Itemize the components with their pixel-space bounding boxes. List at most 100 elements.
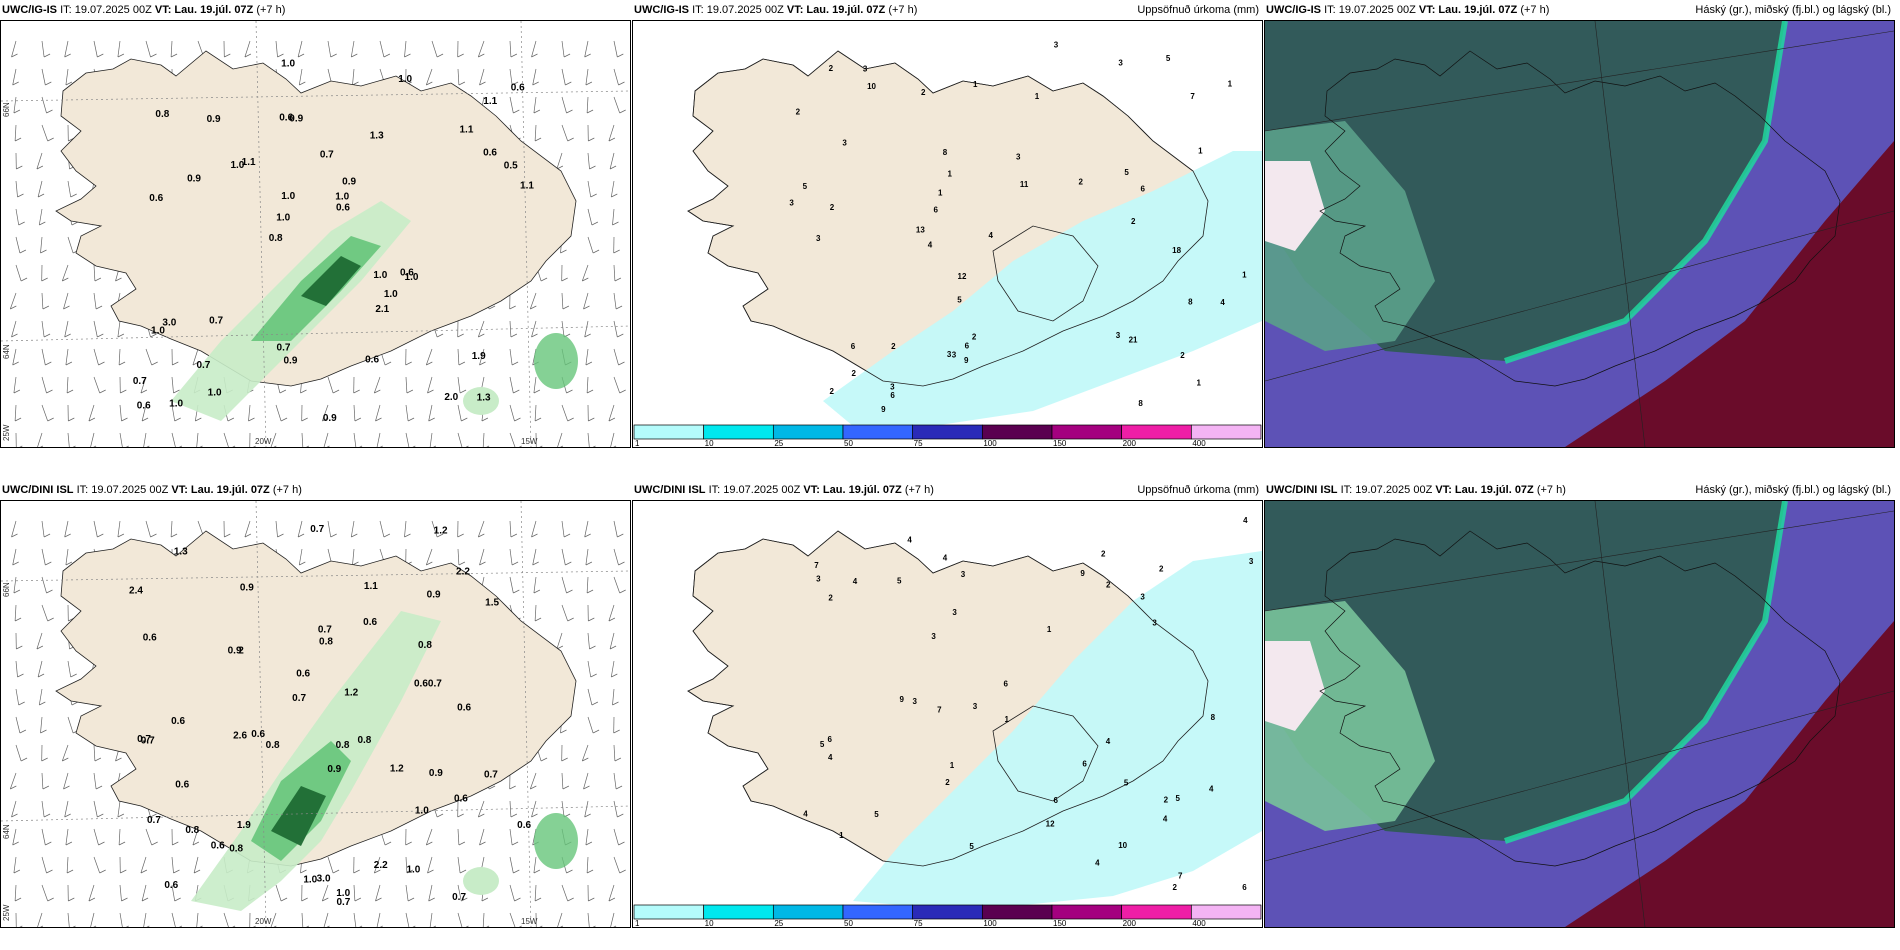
colorbar-swatch	[842, 424, 914, 440]
precip-value-label: 0.9	[284, 355, 298, 366]
wind-barb	[13, 856, 21, 874]
wind-barb	[93, 744, 102, 762]
wind-barb	[171, 912, 183, 927]
accum-value-label: 10	[867, 82, 876, 91]
colorbar-swatch	[1190, 424, 1262, 440]
wind-barb	[533, 376, 541, 394]
wind-barb	[457, 40, 464, 58]
wind-barb	[353, 912, 363, 927]
colorbar-tick: 100	[983, 439, 997, 447]
wind-barb	[9, 292, 17, 310]
wind-barb	[37, 660, 45, 678]
precip-value-label: 0.7	[196, 360, 210, 371]
accum-value-label: 2	[1164, 795, 1169, 804]
wind-barb	[405, 348, 412, 366]
map-cloud-cover[interactable]	[1264, 500, 1895, 928]
colorbar-tick: 100	[983, 919, 997, 927]
wind-barb	[275, 884, 288, 902]
wind-barb	[41, 376, 53, 394]
wind-barb	[37, 432, 44, 447]
wind-barb	[41, 800, 51, 818]
wind-barb	[41, 264, 48, 282]
precip-value-label: 0.7	[147, 815, 161, 826]
accum-value-label: 2	[828, 594, 833, 603]
wind-barb	[350, 40, 358, 58]
wind-barb	[612, 208, 619, 226]
wind-barb	[532, 68, 539, 86]
wind-barb	[63, 772, 70, 790]
wind-barb	[170, 40, 178, 58]
wind-barb	[587, 152, 596, 170]
wind-barb	[613, 800, 624, 818]
wind-barb	[405, 432, 416, 447]
precip-area-mid	[534, 333, 578, 389]
map-accum-precip[interactable]: 3 1 2 6 5 21 18 10 5 12 8 3 1 1 3 2 1 1 1 2 4 2 8 9 13 11 6 4 3 3 2 6 6 9…	[632, 20, 1263, 448]
wind-barb	[15, 716, 27, 734]
wind-barb	[12, 68, 19, 86]
colorbar-swatch	[1051, 424, 1123, 440]
precip-value-label: 0.6	[483, 147, 497, 158]
colorbar-swatch	[981, 904, 1053, 920]
panel-header: UWC/DINI ISL IT: 19.07.2025 00Z VT: Lau.…	[0, 480, 631, 500]
wind-barb	[270, 432, 277, 447]
wind-barb	[613, 744, 622, 762]
longitude-line	[255, 501, 267, 927]
valid-time: VT: Lau. 19.júl. 07Z	[154, 4, 254, 16]
wind-barb	[533, 856, 541, 874]
wind-barb	[171, 376, 180, 394]
wind-barb	[509, 404, 521, 422]
wind-barb	[301, 884, 308, 902]
map-precip-wind[interactable]: 66N 64N 25W 20W 15W 1.2 1.0 1.2 2 0.9 0.7 0.7 1.0 0.9…	[0, 500, 631, 928]
map-accum-precip[interactable]: 3 2 3 2 12 1 2 5 4 4 3 6 3 3 5 4 3 4 2 3 6 7 5 7 3 9 8 9 7 6 5 10 1 6 4 5 5 4…	[632, 500, 1263, 928]
lead-time: (+7 h)	[272, 484, 302, 496]
wind-barb	[41, 124, 54, 142]
wind-barb	[534, 884, 542, 902]
wind-barb	[457, 520, 464, 538]
precip-value-label: 1.2	[344, 687, 358, 698]
accum-value-label: 5	[957, 296, 962, 305]
wind-barb	[67, 884, 75, 902]
wind-barb	[65, 68, 73, 86]
colorbar-tick: 75	[914, 439, 923, 447]
wind-barb	[14, 404, 22, 422]
wind-barb	[9, 772, 17, 790]
map-precip-wind[interactable]: 66N 64N 25W 20W 15W 1.3 0.6 1.1 0.8 1.3 1.0 0.6 0.7 3…	[0, 20, 631, 448]
wind-barb	[457, 912, 469, 927]
map-cloud-cover[interactable]	[1264, 20, 1895, 448]
wind-barb	[64, 800, 71, 818]
wind-barb	[327, 376, 340, 394]
init-time: IT: 19.07.2025 00Z	[1340, 484, 1433, 496]
wind-barb	[40, 716, 47, 734]
wind-barb	[353, 376, 360, 394]
precip-value-label: 0.5	[504, 161, 518, 172]
wind-barb	[583, 772, 590, 790]
wind-barb	[587, 124, 595, 142]
wind-barb	[585, 548, 593, 566]
precip-value-label: 2.4	[129, 585, 143, 596]
coastline	[687, 50, 1209, 387]
precip-value-label: 0.9	[228, 645, 242, 656]
colorbar-tick: 50	[844, 439, 853, 447]
wind-barb	[11, 800, 18, 818]
wind-barb	[509, 800, 518, 818]
wind-barb	[373, 376, 381, 394]
accum-value-label: 4	[803, 809, 808, 818]
wind-barb	[587, 716, 600, 734]
cloud-edge-contour	[1504, 501, 1788, 844]
precip-value-label: 0.6	[251, 729, 265, 740]
precip-value-label: 1.0	[373, 270, 387, 281]
accum-value-label: 1	[1198, 147, 1203, 156]
wind-barb	[509, 884, 521, 902]
accum-precip-area	[823, 151, 1262, 426]
wind-barb	[65, 828, 73, 846]
precip-value-label: 0.9	[207, 114, 221, 125]
precip-value-label: 0.6	[517, 820, 531, 831]
accum-value-label: 1	[950, 761, 955, 770]
precip-value-label: 1.0	[281, 191, 295, 202]
accum-value-label: 11	[1020, 180, 1029, 189]
wind-barb	[298, 548, 306, 566]
wind-barb	[36, 632, 44, 650]
longitude-line	[520, 501, 532, 927]
wind-barb	[428, 884, 435, 902]
precip-value-label: 0.6	[143, 632, 157, 643]
